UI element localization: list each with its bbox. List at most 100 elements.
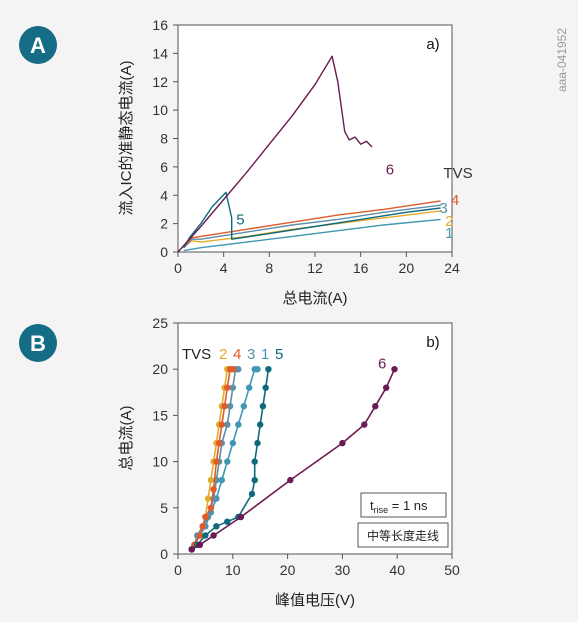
data-point-tvs4 (229, 366, 236, 373)
panel-a-tag: a) (426, 36, 439, 53)
data-point-tvs1 (218, 476, 225, 484)
y-tick-label: 20 (152, 361, 168, 377)
data-point-tvs4 (199, 523, 206, 530)
data-point-tvs4 (196, 532, 204, 539)
data-point-tvs3 (229, 384, 236, 391)
data-point-tvs6 (210, 532, 217, 539)
x-tick-label: 20 (399, 260, 415, 276)
series-line-tvs6 (177, 55, 373, 253)
series-line-tvs6 (191, 368, 396, 551)
x-tick-label: 0 (174, 260, 182, 276)
data-point-tvs1 (235, 421, 242, 428)
series-line-tvs2 (183, 210, 441, 249)
legend-entry-tvs4: 4 (233, 346, 241, 363)
panel-b-series-labels: 6 (378, 356, 386, 373)
x-tick-label: 24 (444, 260, 460, 276)
data-point-tvs4 (224, 384, 231, 391)
data-point-tvs3 (226, 403, 234, 410)
y-tick-label: 8 (160, 131, 168, 147)
data-point-tvs6 (188, 546, 195, 553)
data-point-tvs6 (339, 439, 346, 447)
series-label-tvs5: 5 (236, 211, 244, 228)
panel-a-series-labels: 123 4 5 6 (236, 162, 459, 242)
legend-entry-tvs5: 5 (275, 346, 283, 363)
y-tick-label: 16 (152, 17, 168, 33)
data-point-tvs6 (361, 421, 368, 428)
series-label-tvs6: 6 (386, 162, 394, 179)
trace-annotation: 中等长度走线 (357, 522, 449, 548)
data-point-tvs5 (224, 518, 231, 525)
data-point-tvs5 (248, 490, 256, 498)
series-line-tvs5 (183, 191, 441, 249)
y-tick-label: 0 (160, 244, 168, 260)
trace-box (357, 522, 449, 548)
panel-a-plot-area (177, 24, 453, 253)
y-tick-label: 10 (152, 102, 168, 118)
rise-time-value: = 1 ns (388, 498, 428, 513)
panel-b-series (188, 366, 398, 553)
data-point-tvs4 (210, 486, 217, 493)
watermark-text: aaa-041952 (555, 28, 569, 92)
data-point-tvs1 (224, 458, 231, 465)
series-label-tvs2: 2 (445, 213, 453, 230)
y-tick-label: 15 (152, 407, 168, 423)
data-point-tvs1 (240, 403, 247, 410)
panel-a-x-axis-label: 总电流(A) (283, 290, 348, 307)
data-point-tvs4 (213, 458, 220, 465)
data-point-tvs4 (202, 513, 209, 521)
panel-b-legend-title: TVS (182, 346, 211, 363)
data-point-tvs2 (204, 495, 212, 502)
panel-b-y-axis-label: 总电流(A) (118, 405, 135, 470)
series-label-tvs1: 1 (445, 225, 453, 242)
y-tick-label: 5 (160, 500, 168, 516)
x-tick-label: 30 (335, 562, 351, 578)
data-point-tvs4 (218, 421, 225, 428)
x-tick-label: 12 (307, 260, 323, 276)
x-tick-label: 0 (174, 562, 182, 578)
data-point-tvs4 (207, 504, 215, 511)
data-point-tvs6 (287, 476, 294, 484)
data-point-tvs3 (224, 421, 231, 428)
data-point-tvs4 (221, 403, 228, 410)
series-line-tvs1 (183, 218, 441, 252)
data-point-tvs1 (254, 366, 261, 373)
rise-time-box (360, 492, 447, 518)
trace-text: 中等长度走线 (367, 528, 439, 543)
data-point-tvs1 (246, 384, 253, 391)
data-point-tvs5 (259, 403, 267, 410)
series-label-tvs6: 6 (378, 356, 386, 373)
series-line-tvs3 (183, 204, 441, 249)
x-tick-label: 40 (389, 562, 405, 578)
data-point-tvs2 (207, 476, 215, 484)
y-tick-label: 12 (152, 74, 168, 90)
data-point-tvs6 (383, 384, 390, 391)
data-point-tvs3 (235, 366, 242, 373)
data-point-tvs5 (257, 421, 264, 428)
legend-entry-tvs3: 3 (247, 346, 255, 363)
badge-a-letter: A (30, 33, 46, 58)
y-tick-label: 2 (160, 216, 168, 232)
series-line-tvs4 (183, 200, 441, 247)
data-point-tvs5 (254, 439, 261, 447)
rise-time-t: t (370, 498, 374, 513)
data-point-tvs1 (229, 439, 236, 447)
panel-a-legend-title: TVS (443, 165, 472, 182)
data-point-tvs5 (202, 532, 209, 539)
data-point-tvs5 (213, 523, 220, 530)
rise-time-sub: rise (374, 505, 389, 515)
panel-b-x-axis-label: 峰值电压(V) (275, 592, 355, 609)
data-point-tvs6 (391, 366, 398, 373)
y-tick-label: 6 (160, 159, 168, 175)
y-tick-label: 14 (152, 45, 168, 61)
x-tick-label: 16 (353, 260, 369, 276)
panel-a-y-axis-label: 流入IC的准静态电流(A) (118, 60, 135, 215)
panel-b-tag: b) (426, 334, 439, 351)
x-tick-label: 8 (265, 260, 273, 276)
data-point-tvs5 (262, 384, 269, 391)
series-label-tvs4: 4 (451, 192, 459, 209)
